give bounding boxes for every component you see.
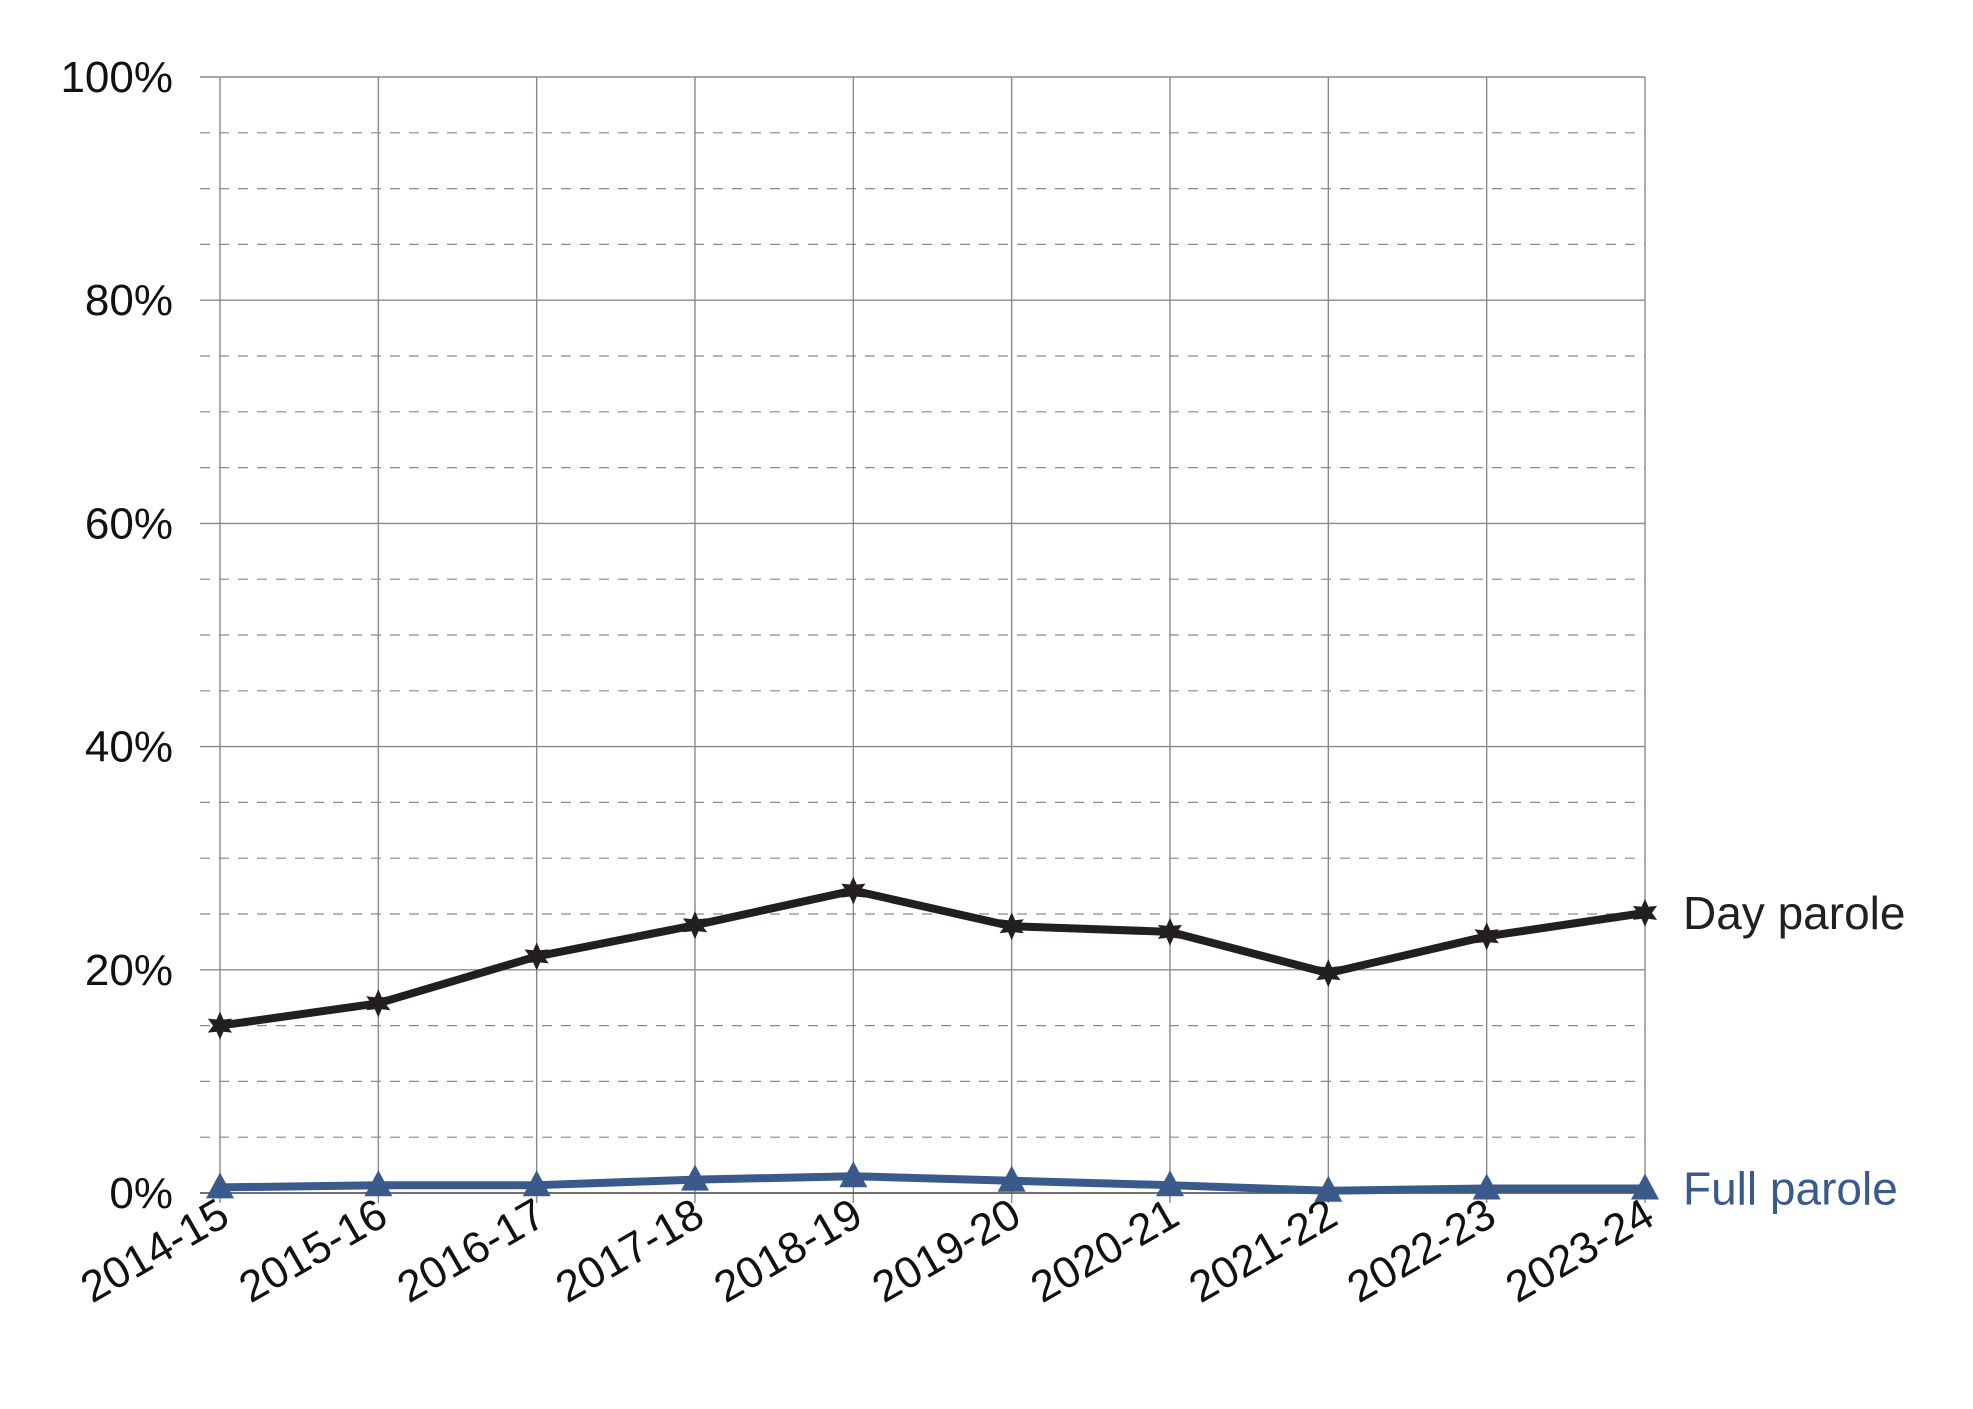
y-axis: 0% 20% 40% 60% 80% 100% bbox=[60, 53, 173, 1218]
full-parole-point bbox=[1156, 1170, 1184, 1197]
series-labels: Day parole Full parole bbox=[1683, 887, 1905, 1215]
day-parole-point bbox=[682, 911, 708, 940]
x-tick-label: 2017-18 bbox=[548, 1189, 712, 1312]
full-parole-point bbox=[1314, 1175, 1343, 1202]
x-tick-label: 2016-17 bbox=[389, 1189, 553, 1312]
day-parole-line bbox=[216, 886, 1649, 1030]
x-tick-label: 2015-16 bbox=[231, 1189, 395, 1312]
day-parole-point bbox=[207, 1011, 233, 1040]
full-parole-point bbox=[839, 1161, 868, 1188]
y-tick-label: 0% bbox=[109, 1169, 173, 1218]
day-parole-label: Day parole bbox=[1683, 887, 1905, 939]
day-parole-point bbox=[1474, 922, 1499, 951]
full-parole-label: Full parole bbox=[1683, 1163, 1898, 1215]
series-group bbox=[206, 876, 1659, 1202]
full-parole-point bbox=[1631, 1173, 1659, 1200]
x-tick-label: 2020-21 bbox=[1023, 1189, 1187, 1312]
y-tick-label: 100% bbox=[60, 53, 173, 102]
full-parole-point bbox=[681, 1164, 709, 1191]
full-parole-point bbox=[1472, 1173, 1501, 1200]
y-tick-label: 80% bbox=[85, 276, 173, 325]
day-parole-point bbox=[1316, 959, 1341, 988]
full-parole-line bbox=[216, 1172, 1649, 1195]
x-tick-label: 2023-24 bbox=[1498, 1189, 1662, 1312]
day-parole-point bbox=[999, 912, 1024, 941]
full-parole-point bbox=[522, 1170, 551, 1197]
day-parole-point bbox=[1157, 917, 1183, 946]
x-axis: 2014-152015-162016-172017-182018-192019-… bbox=[73, 1189, 1662, 1312]
x-tick-label: 2022-23 bbox=[1339, 1189, 1503, 1312]
x-tick-label: 2021-22 bbox=[1181, 1189, 1345, 1312]
x-tick-label: 2019-20 bbox=[864, 1189, 1028, 1312]
day-parole-point bbox=[841, 876, 866, 905]
y-tick-label: 40% bbox=[85, 723, 173, 772]
full-parole-point bbox=[364, 1170, 393, 1197]
y-tick-label: 60% bbox=[85, 499, 173, 548]
full-parole-point bbox=[206, 1172, 234, 1199]
day-parole-point bbox=[524, 942, 549, 971]
full-parole-point bbox=[997, 1165, 1026, 1192]
y-tick-label: 20% bbox=[85, 946, 173, 995]
day-parole-point bbox=[1632, 898, 1658, 927]
grid bbox=[200, 76, 1646, 1203]
x-tick-label: 2018-19 bbox=[706, 1189, 870, 1312]
day-parole-point bbox=[366, 989, 391, 1018]
